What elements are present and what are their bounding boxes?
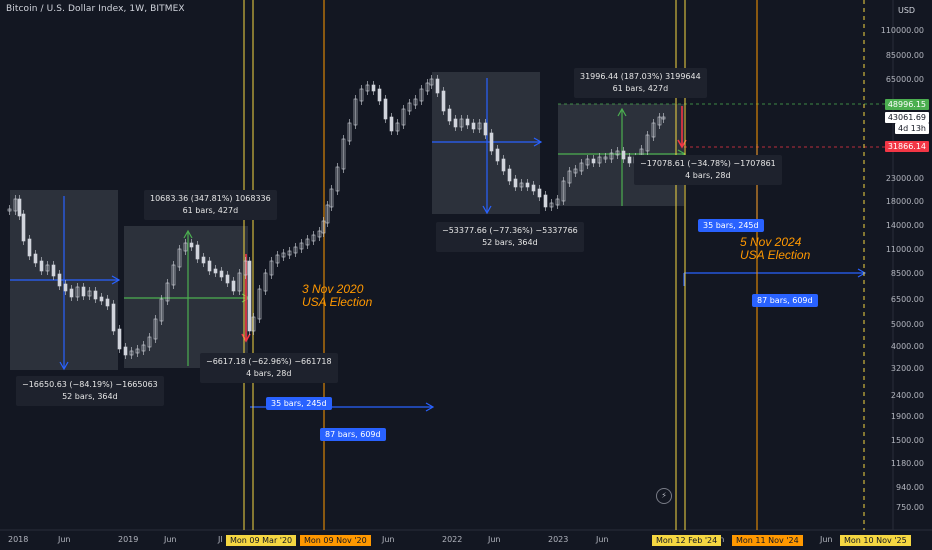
price-label: 3200.00 bbox=[890, 364, 924, 373]
high-price-tag: 48996.15 bbox=[884, 99, 929, 110]
measure-box-2019[interactable] bbox=[124, 226, 248, 368]
countdown-tag: 4d 13h bbox=[895, 123, 929, 134]
time-label-partial: Jl bbox=[218, 535, 223, 544]
time-tag-2025: Mon 10 Nov '25 bbox=[840, 535, 911, 546]
lightning-icon[interactable]: ⚡ bbox=[656, 488, 672, 504]
price-label: 14000.00 bbox=[885, 221, 924, 230]
time-label: 2023 bbox=[548, 535, 569, 544]
price-label: 6500.00 bbox=[890, 295, 924, 304]
bars-tag: 35 bars, 245d bbox=[698, 219, 764, 232]
price-label: 18000.00 bbox=[885, 197, 924, 206]
election-2020-label: 3 Nov 2020 USA Election bbox=[302, 282, 373, 309]
currency-label[interactable]: USD bbox=[898, 6, 916, 15]
price-label: 940.00 bbox=[896, 483, 924, 492]
time-label: Jun bbox=[58, 535, 71, 544]
time-label: Jun bbox=[164, 535, 177, 544]
time-label: Jun bbox=[596, 535, 609, 544]
bars-tag: 87 bars, 609d bbox=[752, 294, 818, 307]
price-label: 5000.00 bbox=[890, 320, 924, 329]
time-label: 2018 bbox=[8, 535, 29, 544]
price-label: 65000.00 bbox=[885, 75, 924, 84]
price-label: 23000.00 bbox=[885, 174, 924, 183]
time-label: Jun bbox=[488, 535, 501, 544]
bars-tag: 87 bars, 609d bbox=[320, 428, 386, 441]
election-2024-label: 5 Nov 2024 USA Election bbox=[740, 235, 811, 262]
current-price-tag: 43061.69 bbox=[884, 112, 929, 123]
chart-title: Bitcoin / U.S. Dollar Index, 1W, BITMEX bbox=[6, 4, 185, 14]
time-tag-halving-2020: Mon 09 Mar '20 bbox=[226, 535, 297, 546]
measure-note-2020: −6617.18 (−62.96%) −661718 4 bars, 28d bbox=[200, 353, 338, 383]
price-label: 1180.00 bbox=[890, 459, 924, 468]
price-label: 750.00 bbox=[896, 503, 924, 512]
time-label: Jun bbox=[382, 535, 395, 544]
time-tag-election-2020: Mon 09 Nov '20 bbox=[300, 535, 371, 546]
measure-note-2018: −16650.63 (−84.19%) −1665063 52 bars, 364… bbox=[16, 376, 164, 406]
price-label: 8500.00 bbox=[890, 269, 924, 278]
price-label: 110000.00 bbox=[880, 26, 924, 35]
time-label: 2019 bbox=[118, 535, 139, 544]
time-tag-election-2024: Mon 11 Nov '24 bbox=[732, 535, 803, 546]
price-label: 85000.00 bbox=[885, 51, 924, 60]
time-tag-halving-2024: Mon 12 Feb '24 bbox=[652, 535, 722, 546]
price-label: 1900.00 bbox=[890, 412, 924, 421]
measure-note-2023: 31996.44 (187.03%) 3199644 61 bars, 427d bbox=[574, 68, 707, 98]
price-label: 2400.00 bbox=[890, 391, 924, 400]
low-price-tag: 31866.14 bbox=[884, 141, 929, 152]
time-label: 2022 bbox=[442, 535, 463, 544]
price-label: 11000.00 bbox=[885, 245, 924, 254]
measure-box-2022[interactable] bbox=[432, 72, 540, 214]
bars-tag: 35 bars, 245d bbox=[266, 397, 332, 410]
time-label: Jun bbox=[820, 535, 833, 544]
measure-note-2024: −17078.61 (−34.78%) −1707861 4 bars, 28d bbox=[634, 155, 782, 185]
measure-note-2019: 10683.36 (347.81%) 1068336 61 bars, 427d bbox=[144, 190, 277, 220]
candlestick-series bbox=[7, 75, 666, 359]
price-label: 1500.00 bbox=[890, 436, 924, 445]
price-label: 4000.00 bbox=[890, 342, 924, 351]
measure-note-2022: −53377.66 (−77.36%) −5337766 52 bars, 364… bbox=[436, 222, 584, 252]
